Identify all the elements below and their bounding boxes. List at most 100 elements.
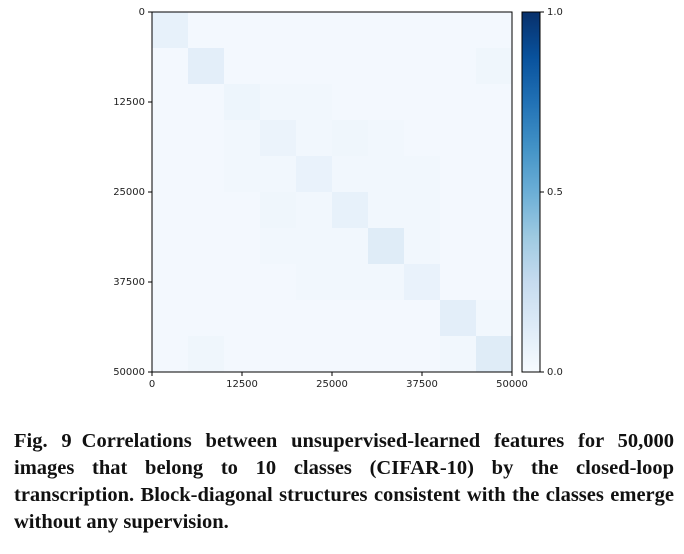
y-tick-label: 25000 bbox=[113, 187, 145, 198]
heatmap-cell bbox=[476, 156, 513, 193]
heatmap-cell bbox=[368, 48, 405, 85]
heatmap-cell bbox=[440, 12, 477, 49]
heatmap-cell bbox=[296, 120, 333, 157]
heatmap-cell bbox=[188, 84, 225, 121]
heatmap-cell bbox=[368, 300, 405, 337]
heatmap-cell bbox=[332, 48, 369, 85]
heatmap-cell bbox=[224, 12, 261, 49]
heatmap-cell bbox=[476, 300, 513, 337]
heatmap-cell bbox=[152, 84, 189, 121]
heatmap-cell bbox=[260, 264, 297, 301]
colorbar bbox=[521, 11, 541, 373]
heatmap-cell bbox=[224, 264, 261, 301]
heatmap-cell bbox=[296, 228, 333, 265]
heatmap-cell bbox=[152, 156, 189, 193]
heatmap-cell bbox=[224, 120, 261, 157]
colorbar-tick-label: 0.5 bbox=[547, 187, 563, 198]
x-tick-label: 0 bbox=[149, 379, 155, 390]
heatmap-cell bbox=[188, 192, 225, 229]
heatmap-cell bbox=[152, 12, 189, 49]
chart: 0 12500 25000 37500 50000 0 12500 25000 37500 500… bbox=[113, 7, 563, 390]
x-tick-label: 12500 bbox=[226, 379, 258, 390]
heatmap-cell bbox=[404, 156, 441, 193]
caption-text: Correlations between unsupervised-learne… bbox=[14, 430, 674, 533]
heatmap-cell bbox=[476, 192, 513, 229]
heatmap-cell bbox=[260, 84, 297, 121]
heatmap-cell bbox=[188, 336, 225, 373]
heatmap-cell bbox=[476, 228, 513, 265]
heatmap-cell bbox=[224, 192, 261, 229]
heatmap-cell bbox=[368, 192, 405, 229]
heatmap-cell bbox=[224, 336, 261, 373]
heatmap-cell bbox=[404, 48, 441, 85]
heatmap-cell bbox=[296, 156, 333, 193]
heatmap-cell bbox=[188, 12, 225, 49]
colorbar-tick-label: 0.0 bbox=[547, 367, 563, 378]
heatmap-cell bbox=[188, 264, 225, 301]
heatmap-cells bbox=[152, 12, 513, 373]
heatmap-cell bbox=[440, 264, 477, 301]
heatmap-cell bbox=[152, 48, 189, 85]
heatmap-cell bbox=[404, 84, 441, 121]
heatmap-cell bbox=[332, 156, 369, 193]
heatmap-cell bbox=[368, 120, 405, 157]
heatmap-cell bbox=[368, 156, 405, 193]
heatmap-cell bbox=[404, 120, 441, 157]
caption-label: Fig. 9 bbox=[14, 430, 72, 452]
colorbar-tick-label: 1.0 bbox=[547, 7, 563, 18]
heatmap-cell bbox=[368, 84, 405, 121]
heatmap-cell bbox=[440, 84, 477, 121]
heatmap-cell bbox=[260, 336, 297, 373]
heatmap-cell bbox=[260, 156, 297, 193]
heatmap-cell bbox=[260, 48, 297, 85]
x-tick-label: 50000 bbox=[496, 379, 528, 390]
heatmap-cell bbox=[260, 228, 297, 265]
heatmap-cell bbox=[440, 156, 477, 193]
heatmap-cell bbox=[152, 336, 189, 373]
x-tick-label: 25000 bbox=[316, 379, 348, 390]
heatmap-cell bbox=[476, 120, 513, 157]
heatmap-cell bbox=[224, 228, 261, 265]
heatmap-cell bbox=[260, 120, 297, 157]
heatmap-cell bbox=[476, 84, 513, 121]
heatmap-cell bbox=[260, 300, 297, 337]
heatmap-cell bbox=[404, 264, 441, 301]
caption: Fig. 9 Correlations between unsupervised-… bbox=[14, 428, 674, 536]
heatmap-cell bbox=[188, 300, 225, 337]
heatmap-cell bbox=[296, 264, 333, 301]
heatmap-cell bbox=[440, 228, 477, 265]
heatmap-cell bbox=[404, 336, 441, 373]
heatmap-cell bbox=[188, 48, 225, 85]
heatmap-cell bbox=[368, 264, 405, 301]
y-tick-label: 37500 bbox=[113, 277, 145, 288]
heatmap-cell bbox=[260, 12, 297, 49]
heatmap-cell bbox=[332, 120, 369, 157]
heatmap-cell bbox=[296, 12, 333, 49]
heatmap-cell bbox=[476, 264, 513, 301]
y-tick-label: 50000 bbox=[113, 367, 145, 378]
heatmap-cell bbox=[152, 228, 189, 265]
heatmap-cell bbox=[332, 264, 369, 301]
heatmap-cell bbox=[476, 12, 513, 49]
heatmap-cell bbox=[224, 300, 261, 337]
heatmap-cell bbox=[188, 156, 225, 193]
heatmap-cell bbox=[296, 336, 333, 373]
heatmap-cell bbox=[440, 192, 477, 229]
heatmap-cell bbox=[152, 120, 189, 157]
heatmap-cell bbox=[188, 120, 225, 157]
heatmap-cell bbox=[152, 192, 189, 229]
heatmap-cell bbox=[332, 336, 369, 373]
heatmap-cell bbox=[440, 336, 477, 373]
heatmap-cell bbox=[404, 192, 441, 229]
heatmap-cell bbox=[296, 48, 333, 85]
y-tick-label: 0 bbox=[139, 7, 145, 18]
heatmap-cell bbox=[152, 264, 189, 301]
heatmap-cell bbox=[404, 300, 441, 337]
heatmap-cell bbox=[440, 48, 477, 85]
heatmap-cell bbox=[368, 336, 405, 373]
heatmap-cell bbox=[368, 12, 405, 49]
heatmap-cell bbox=[440, 300, 477, 337]
heatmap-cell bbox=[476, 336, 513, 373]
heatmap-cell bbox=[332, 192, 369, 229]
